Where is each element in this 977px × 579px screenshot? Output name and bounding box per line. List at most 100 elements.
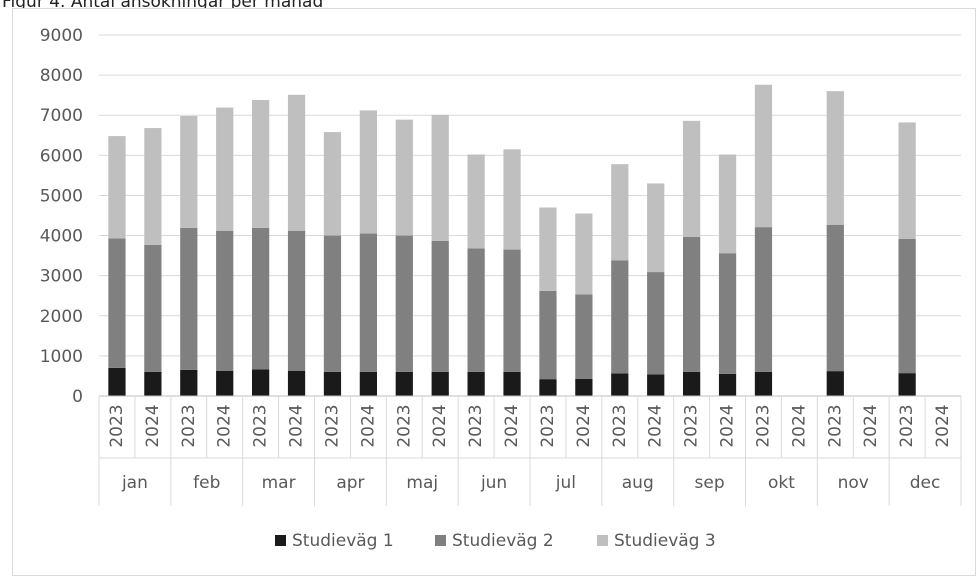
x-tick-label-year: 2024 bbox=[430, 404, 450, 447]
gridlines bbox=[99, 34, 961, 357]
bar-segment bbox=[180, 116, 198, 228]
legend: Studieväg 1 Studieväg 2 Studieväg 3 bbox=[275, 531, 716, 551]
bar-segment bbox=[647, 374, 665, 396]
bar-segment bbox=[898, 238, 916, 374]
bar-segment bbox=[683, 236, 701, 372]
bar-segment bbox=[898, 373, 916, 396]
x-tick-label-month: nov bbox=[838, 473, 869, 493]
bar-segment bbox=[287, 230, 306, 371]
x-tick-label-year: 2023 bbox=[322, 404, 342, 447]
x-tick-label-year: 2024 bbox=[215, 404, 235, 447]
bar-segment bbox=[647, 183, 665, 273]
x-tick-label-year: 2023 bbox=[466, 404, 486, 447]
chart-area: 0 1000 2000 3000 4000 5000 6000 7000 8000 9000 20… bbox=[12, 8, 976, 576]
bar-segment bbox=[575, 213, 593, 295]
bar-segment bbox=[611, 260, 629, 374]
bar-segment bbox=[180, 227, 198, 370]
bar-segment bbox=[539, 379, 557, 396]
bar-segment bbox=[611, 373, 629, 396]
bar-segment bbox=[503, 249, 521, 372]
legend-label: Studieväg 1 bbox=[292, 531, 394, 551]
y-tick-label: 1000 bbox=[40, 347, 83, 367]
x-tick-label-year: 2023 bbox=[610, 404, 630, 447]
x-tick-label-year: 2023 bbox=[538, 404, 558, 447]
bar-segment bbox=[467, 154, 485, 249]
x-tick-label-month: sep bbox=[695, 473, 725, 493]
legend-entry: Studieväg 2 bbox=[435, 531, 554, 551]
legend-swatch bbox=[435, 535, 446, 546]
x-tick-label-year: 2023 bbox=[682, 404, 702, 447]
y-tick-label: 0 bbox=[72, 387, 83, 407]
bar-segment bbox=[216, 370, 234, 396]
y-tick-label: 4000 bbox=[40, 227, 83, 247]
x-tick-label-year: 2023 bbox=[251, 404, 271, 447]
x-tick-label-month: mar bbox=[262, 473, 296, 493]
legend-swatch bbox=[275, 535, 286, 546]
bar-segment bbox=[323, 235, 342, 372]
bar-segment bbox=[252, 227, 270, 370]
bar-segment bbox=[718, 373, 737, 396]
bar-segment bbox=[647, 272, 665, 375]
y-tick-label: 3000 bbox=[40, 267, 83, 287]
x-tick-label-month: feb bbox=[193, 473, 220, 493]
bar-segment bbox=[503, 149, 521, 250]
bar-segment bbox=[287, 370, 306, 396]
x-tick-label-year: 2024 bbox=[358, 404, 378, 447]
bar-segment bbox=[683, 371, 701, 396]
bar-segment bbox=[359, 371, 377, 396]
bar-segment bbox=[826, 91, 844, 225]
bar-segment bbox=[395, 119, 413, 236]
x-tick-label-year: 2024 bbox=[574, 404, 594, 447]
x-tick-label-year: 2023 bbox=[897, 404, 917, 447]
x-tick-label-year: 2024 bbox=[933, 404, 953, 447]
bar-segment bbox=[898, 122, 916, 239]
bar-segment bbox=[718, 253, 737, 374]
bar-segment bbox=[108, 238, 126, 368]
bar-segment bbox=[754, 371, 773, 396]
bar-segment bbox=[108, 136, 126, 239]
bar-segment bbox=[252, 99, 270, 228]
x-tick-label-year: 2024 bbox=[718, 404, 738, 447]
bar-segment bbox=[575, 378, 593, 396]
x-tick-label-month: maj bbox=[406, 473, 438, 493]
bar-segment bbox=[611, 164, 629, 261]
y-tick-label: 2000 bbox=[40, 307, 83, 327]
bar-segment bbox=[754, 227, 773, 372]
x-tick-label-year: 2023 bbox=[753, 404, 773, 447]
y-tick-label: 7000 bbox=[40, 106, 83, 126]
y-tick-label: 5000 bbox=[40, 186, 83, 206]
x-tick-label-month: okt bbox=[768, 473, 795, 493]
x-tick-label-year: 2023 bbox=[179, 404, 199, 447]
bar-segment bbox=[503, 371, 521, 396]
legend-entry: Studieväg 3 bbox=[597, 531, 716, 551]
y-tick-label: 8000 bbox=[40, 66, 83, 86]
bar-segment bbox=[144, 371, 162, 396]
legend-label: Studieväg 3 bbox=[614, 531, 716, 551]
y-axis: 0 1000 2000 3000 4000 5000 6000 7000 8000 9000 bbox=[40, 26, 83, 407]
x-tick-label-year: 2023 bbox=[394, 404, 414, 447]
y-tick-label: 6000 bbox=[40, 146, 83, 166]
bar-segment bbox=[216, 230, 234, 371]
x-tick-label-year: 2024 bbox=[861, 404, 881, 447]
x-tick-label-year: 2024 bbox=[646, 404, 666, 447]
x-tick-label-year: 2024 bbox=[287, 404, 307, 447]
x-tick-label-year: 2023 bbox=[825, 404, 845, 447]
bar-segment bbox=[539, 207, 557, 291]
bar-segment bbox=[431, 240, 449, 372]
x-tick-label-month: jan bbox=[121, 473, 148, 493]
x-tick-label-month: aug bbox=[622, 473, 654, 493]
x-tick-label-year: 2024 bbox=[789, 404, 809, 447]
bar-segment bbox=[144, 244, 162, 372]
bar-segment bbox=[431, 114, 449, 241]
bar-segment bbox=[539, 290, 557, 380]
bar-segment bbox=[216, 107, 234, 231]
bar-segment bbox=[754, 84, 773, 228]
bar-segment bbox=[718, 154, 737, 254]
bar-segment bbox=[575, 294, 593, 379]
x-tick-label-year: 2024 bbox=[502, 404, 522, 447]
bar-segment bbox=[683, 120, 701, 237]
bar-segment bbox=[826, 371, 844, 396]
bar-segment bbox=[359, 233, 377, 372]
bars bbox=[108, 84, 916, 396]
x-tick-label-year: 2023 bbox=[107, 404, 127, 447]
